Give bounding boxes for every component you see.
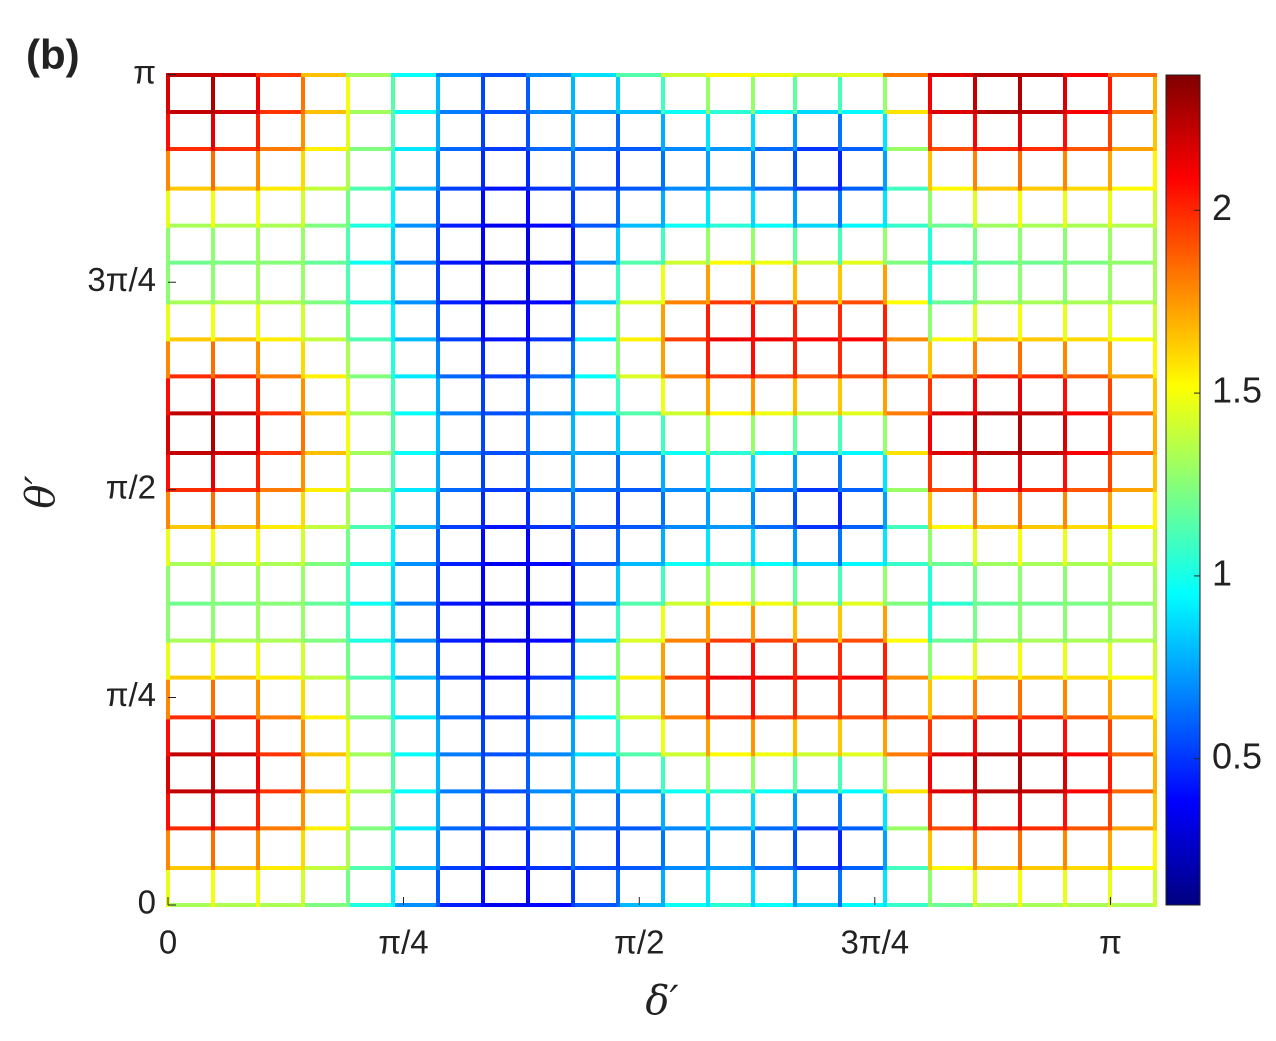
colorbar — [1165, 74, 1201, 906]
x-tick-label: π — [1099, 924, 1122, 961]
panel-label: (b) — [26, 31, 80, 78]
x-tick-label: 3π/4 — [840, 924, 909, 961]
mesh — [166, 73, 1157, 907]
y-tick-label: 3π/4 — [87, 261, 156, 298]
y-tick-label: π/2 — [106, 468, 156, 505]
y-tick-label: 0 — [138, 884, 156, 921]
y-tick-label: π/4 — [106, 676, 156, 713]
colorbar-tick-label: 0.5 — [1212, 735, 1262, 776]
x-tick-label: 0 — [159, 924, 177, 961]
x-axis-label: δ′ — [645, 978, 678, 1024]
x-tick-label: π/2 — [614, 924, 664, 961]
colorbar-tick-label: 1 — [1212, 552, 1232, 593]
x-tick-label: π/4 — [378, 924, 428, 961]
colorbar-tick-label: 2 — [1212, 187, 1232, 228]
y-axis-label: θ′ — [18, 475, 64, 508]
y-tick-label: π — [133, 53, 156, 90]
colorbar-tick-label: 1.5 — [1212, 370, 1262, 411]
